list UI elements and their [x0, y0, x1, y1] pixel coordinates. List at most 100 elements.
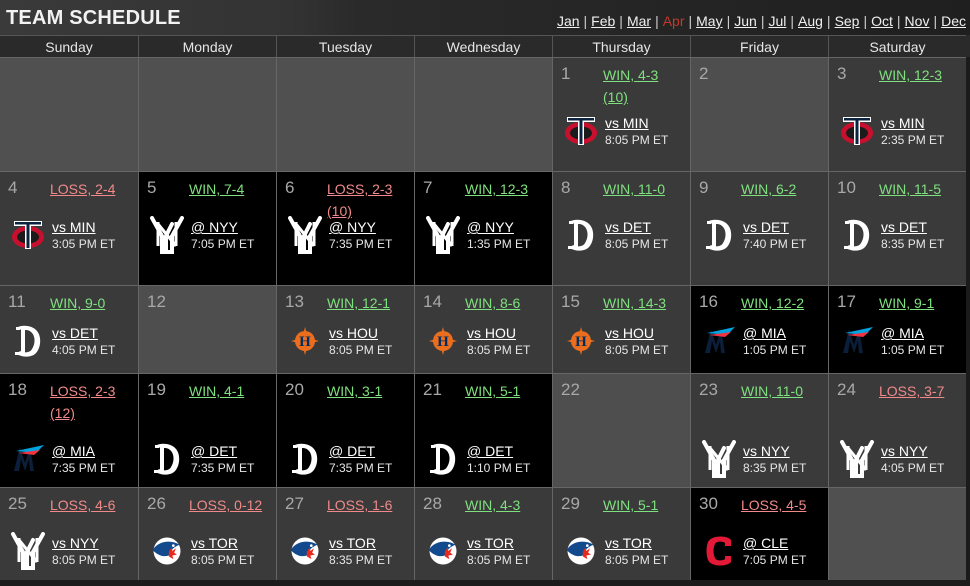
calendar-day-4: 4 LOSS, 2-4 vs MIN 3:05 PM ET: [0, 171, 138, 285]
month-link-oct[interactable]: Oct: [871, 13, 893, 29]
opponent-link[interactable]: vs DET: [881, 219, 927, 235]
game-result-innings[interactable]: (10): [327, 203, 352, 219]
game-result-score[interactable]: LOSS, 2-3: [50, 383, 116, 399]
game-result-link[interactable]: LOSS, 2-4: [50, 178, 115, 200]
game-result-score[interactable]: WIN, 11-0: [741, 383, 803, 399]
game-result-score[interactable]: WIN, 4-3: [603, 67, 659, 83]
game-result-link[interactable]: WIN, 8-6: [465, 292, 520, 314]
opponent-link[interactable]: vs MIN: [881, 115, 925, 131]
game-result-link[interactable]: LOSS, 1-6: [327, 494, 392, 516]
game-result-score[interactable]: WIN, 9-1: [879, 295, 935, 311]
game-result-score[interactable]: WIN, 9-0: [50, 295, 106, 311]
game-result-link[interactable]: WIN, 11-5: [879, 178, 941, 200]
opponent-link[interactable]: @ MIA: [52, 443, 95, 459]
game-result-score[interactable]: WIN, 12-3: [465, 181, 529, 197]
game-result-score[interactable]: WIN, 5-1: [465, 383, 521, 399]
game-result-score[interactable]: WIN, 12-1: [327, 295, 391, 311]
opponent-link[interactable]: vs TOR: [329, 535, 376, 551]
game-result-link[interactable]: WIN, 9-0: [50, 292, 105, 314]
opponent-link[interactable]: @ DET: [329, 443, 376, 459]
month-link-may[interactable]: May: [696, 13, 723, 29]
calendar-day-20: 20 WIN, 3-1 @ DET 7:35 PM ET: [276, 373, 414, 487]
game-result-link[interactable]: WIN, 4-1: [189, 380, 244, 402]
game-result-link[interactable]: WIN, 12-2: [741, 292, 804, 314]
game-result-score[interactable]: WIN, 11-0: [603, 181, 665, 197]
month-link-nov[interactable]: Nov: [904, 13, 930, 29]
opponent-link[interactable]: vs HOU: [605, 325, 654, 341]
opponent-link[interactable]: @ NYY: [191, 219, 238, 235]
opponent-link[interactable]: vs TOR: [605, 535, 652, 551]
game-result-link[interactable]: WIN, 12-1: [327, 292, 390, 314]
month-link-jul[interactable]: Jul: [768, 13, 787, 29]
game-result-score[interactable]: WIN, 3-1: [327, 383, 383, 399]
opponent-link[interactable]: @ DET: [191, 443, 238, 459]
month-link-dec[interactable]: Dec: [941, 13, 966, 29]
opponent-link[interactable]: @ CLE: [743, 535, 789, 551]
month-link-mar[interactable]: Mar: [626, 13, 652, 29]
opponent-link[interactable]: vs DET: [52, 325, 98, 341]
opponent-link[interactable]: vs DET: [605, 219, 651, 235]
month-link-apr[interactable]: Apr: [662, 13, 685, 29]
game-result-score[interactable]: LOSS, 2-4: [50, 181, 116, 197]
game-result-link[interactable]: WIN, 5-1: [465, 380, 520, 402]
game-result-score[interactable]: LOSS, 2-3: [327, 181, 393, 197]
opponent-link[interactable]: vs HOU: [329, 325, 378, 341]
opponent-link[interactable]: vs MIN: [52, 219, 96, 235]
game-result-score[interactable]: WIN, 8-6: [465, 295, 521, 311]
opponent-link[interactable]: vs NYY: [52, 535, 99, 551]
game-result-link[interactable]: WIN, 5-1: [603, 494, 658, 516]
game-result-score[interactable]: LOSS, 4-5: [741, 497, 807, 513]
game-result-link[interactable]: WIN, 12-3: [465, 178, 528, 200]
game-result-score[interactable]: WIN, 4-3: [465, 497, 521, 513]
game-result-link[interactable]: WIN, 6-2: [741, 178, 796, 200]
game-result-score[interactable]: LOSS, 3-7: [879, 383, 945, 399]
game-result-score[interactable]: WIN, 7-4: [189, 181, 245, 197]
game-result-link[interactable]: LOSS, 4-6: [50, 494, 115, 516]
game-result-score[interactable]: WIN, 14-3: [603, 295, 667, 311]
month-link-sep[interactable]: Sep: [834, 13, 860, 29]
game-result-link[interactable]: WIN, 14-3: [603, 292, 666, 314]
game-result-score[interactable]: LOSS, 0-12: [189, 497, 263, 513]
game-result-score[interactable]: WIN, 12-2: [741, 295, 805, 311]
game-result-score[interactable]: LOSS, 4-6: [50, 497, 116, 513]
opponent-link[interactable]: @ DET: [467, 443, 514, 459]
game-result-link[interactable]: LOSS, 4-5: [741, 494, 806, 516]
game-result-link[interactable]: WIN, 9-1: [879, 292, 934, 314]
opponent-link[interactable]: vs TOR: [191, 535, 238, 551]
game-result-innings[interactable]: (12): [50, 405, 75, 421]
opponent-link[interactable]: vs HOU: [467, 325, 516, 341]
game-result-score[interactable]: WIN, 11-5: [879, 181, 941, 197]
game-result-link[interactable]: WIN, 11-0: [741, 380, 803, 402]
opponent-link[interactable]: @ MIA: [881, 325, 924, 341]
opponent-link[interactable]: @ MIA: [743, 325, 786, 341]
game-result-score[interactable]: WIN, 5-1: [603, 497, 659, 513]
opponent-link[interactable]: @ NYY: [329, 219, 376, 235]
game-result-score[interactable]: WIN, 12-3: [879, 67, 943, 83]
game-result-score[interactable]: WIN, 4-1: [189, 383, 245, 399]
opponent-link[interactable]: vs TOR: [467, 535, 514, 551]
month-link-jun[interactable]: Jun: [734, 13, 757, 29]
opponent-link[interactable]: vs NYY: [881, 443, 928, 459]
opponent-link[interactable]: vs MIN: [605, 115, 649, 131]
month-link-aug[interactable]: Aug: [798, 13, 823, 29]
game-result-link[interactable]: WIN, 7-4: [189, 178, 244, 200]
game-result-link[interactable]: LOSS, 0-12: [189, 494, 262, 516]
game-time: 7:35 PM ET: [52, 461, 116, 475]
opponent-link[interactable]: @ NYY: [467, 219, 514, 235]
game-result-link[interactable]: LOSS, 3-7: [879, 380, 944, 402]
month-link-jan[interactable]: Jan: [556, 13, 580, 29]
game-result-score[interactable]: WIN, 6-2: [741, 181, 797, 197]
game-matchup: vs DET 8:35 PM ET: [839, 214, 964, 256]
game-result-score[interactable]: LOSS, 1-6: [327, 497, 393, 513]
game-result-innings[interactable]: (10): [603, 89, 628, 105]
game-result-link[interactable]: WIN, 3-1: [327, 380, 382, 402]
month-link-feb[interactable]: Feb: [591, 13, 616, 29]
opponent-link[interactable]: vs DET: [743, 219, 789, 235]
game-result-link[interactable]: WIN, 11-0: [603, 178, 665, 200]
game-result-link[interactable]: WIN, 4-3: [465, 494, 520, 516]
game-result-link[interactable]: WIN, 12-3: [879, 64, 942, 86]
game-result-link[interactable]: WIN, 4-3 (10): [603, 64, 658, 108]
game-result-link[interactable]: LOSS, 2-3 (10): [327, 178, 392, 222]
opponent-link[interactable]: vs NYY: [743, 443, 790, 459]
game-result-link[interactable]: LOSS, 2-3 (12): [50, 380, 115, 424]
